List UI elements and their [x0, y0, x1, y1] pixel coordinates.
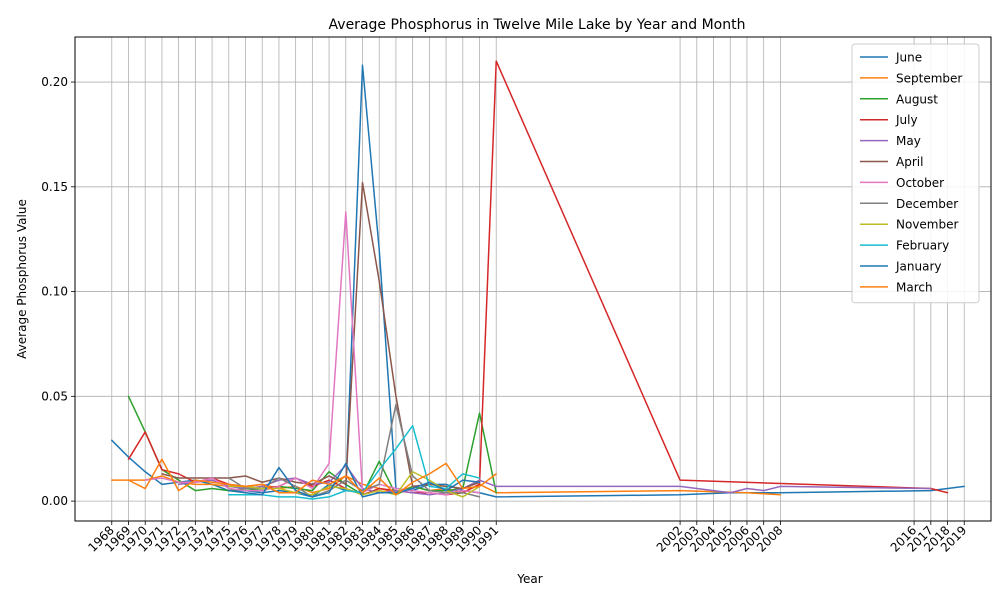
y-axis-ticks: 0.00 0.05 0.10 0.15 0.20 — [41, 75, 75, 508]
legend-label-november: November — [896, 218, 958, 232]
legend-label-may: May — [896, 134, 921, 148]
plot-frame — [74, 36, 992, 522]
series-line-april — [161, 181, 481, 490]
y-tick-label: 0.00 — [41, 494, 68, 508]
y-tick-label: 0.20 — [41, 75, 68, 89]
legend-box — [851, 43, 980, 304]
legend-label-january: January — [895, 260, 942, 274]
series-line-march — [127, 458, 497, 496]
legend-label-march: March — [896, 280, 933, 294]
y-tick-label: 0.15 — [41, 180, 68, 194]
legend-label-july: July — [895, 113, 918, 127]
legend-label-february: February — [896, 239, 949, 253]
series-line-february — [228, 424, 481, 500]
legend: June September August July May April October De… — [851, 43, 980, 304]
series-line-july — [127, 60, 949, 496]
y-tick-label: 0.10 — [41, 285, 68, 299]
series-line-december — [228, 403, 481, 498]
y-tick-label: 0.05 — [41, 389, 68, 403]
x-axis-title: Year — [516, 572, 542, 586]
grid-lines — [75, 37, 991, 521]
series-lines — [111, 60, 966, 500]
legend-label-october: October — [896, 176, 944, 190]
legend-label-december: December — [896, 197, 958, 211]
legend-label-june: June — [895, 51, 922, 65]
legend-label-september: September — [896, 71, 962, 85]
y-axis-title: Average Phosphorus Value — [15, 199, 29, 359]
chart-title: Average Phosphorus in Twelve Mile Lake b… — [329, 17, 746, 33]
legend-label-april: April — [896, 155, 923, 169]
legend-label-august: August — [896, 92, 938, 106]
series-line-january — [228, 462, 481, 498]
x-axis-ticks: 1968196919701971197219731974197519761977… — [85, 521, 969, 555]
series-line-june — [111, 64, 966, 498]
